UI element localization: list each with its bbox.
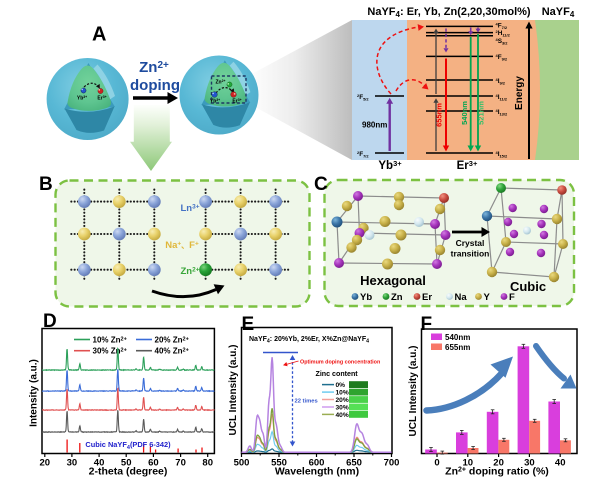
svg-text:E: E — [242, 314, 255, 335]
svg-text:Yb3+: Yb3+ — [77, 95, 87, 101]
svg-text:2F5/2: 2F5/2 — [357, 93, 369, 101]
svg-text:2-theta (degree): 2-theta (degree) — [89, 466, 168, 478]
svg-text:Zn: Zn — [391, 292, 403, 303]
svg-text:700: 700 — [384, 458, 400, 469]
svg-text:4I11/2: 4I11/2 — [496, 93, 508, 101]
svg-text:521nm: 521nm — [477, 101, 486, 125]
svg-text:Optimum doping concentration: Optimum doping concentration — [300, 360, 380, 366]
svg-text:4I15/2: 4I15/2 — [496, 150, 508, 158]
svg-text:50: 50 — [121, 458, 132, 469]
svg-text:10: 10 — [463, 458, 474, 469]
svg-text:Yb3+: Yb3+ — [210, 98, 220, 104]
svg-text:D: D — [43, 311, 57, 332]
svg-text:Intensity (a.u.): Intensity (a.u.) — [29, 359, 40, 427]
svg-text:60: 60 — [148, 458, 159, 469]
svg-text:40% Zn2+: 40% Zn2+ — [155, 347, 189, 356]
svg-text:30: 30 — [67, 458, 78, 469]
svg-text:2F7/2: 2F7/2 — [357, 150, 369, 158]
svg-text:20: 20 — [40, 458, 51, 469]
svg-text:20% Zn2+: 20% Zn2+ — [155, 336, 189, 345]
svg-text:NaYF4: Er, Yb, Zn(2,20,30mol%): NaYF4: Er, Yb, Zn(2,20,30mol%) — [367, 6, 531, 19]
svg-text:40: 40 — [94, 458, 105, 469]
svg-text:doping: doping — [130, 77, 180, 94]
svg-text:UCL Intensity (a.u.): UCL Intensity (a.u.) — [408, 346, 419, 437]
svg-text:Hexagonal: Hexagonal — [360, 273, 426, 288]
svg-text:70: 70 — [175, 458, 186, 469]
svg-text:10%: 10% — [336, 390, 349, 397]
svg-text:40%: 40% — [336, 412, 349, 419]
svg-text:30%: 30% — [336, 405, 349, 412]
svg-text:4F7/2: 4F7/2 — [496, 21, 508, 29]
svg-text:80: 80 — [202, 458, 213, 469]
svg-text:Y: Y — [484, 292, 491, 303]
svg-text:2H11/2: 2H11/2 — [496, 29, 511, 37]
svg-text:10% Zn2+: 10% Zn2+ — [93, 336, 127, 345]
svg-text:Na: Na — [455, 292, 468, 303]
svg-text:Cubic: Cubic — [510, 279, 546, 294]
svg-text:Er3+: Er3+ — [97, 95, 106, 101]
svg-text:655nm: 655nm — [445, 343, 470, 352]
svg-text:0%: 0% — [336, 382, 346, 389]
svg-text:Cubic NaYF4(PDF 6-342): Cubic NaYF4(PDF 6-342) — [85, 440, 171, 451]
svg-text:600: 600 — [309, 458, 325, 469]
svg-text:F: F — [509, 292, 515, 303]
svg-text:C: C — [314, 174, 328, 195]
svg-text:0: 0 — [434, 458, 439, 469]
svg-text:500: 500 — [234, 458, 250, 469]
svg-text:Zn2+: Zn2+ — [216, 79, 226, 85]
svg-text:20: 20 — [493, 458, 504, 469]
svg-text:Ln3+: Ln3+ — [180, 203, 199, 214]
svg-text:550: 550 — [271, 458, 287, 469]
svg-text:UCL Intensity (a.u.): UCL Intensity (a.u.) — [228, 345, 239, 436]
svg-text:540nm: 540nm — [445, 333, 470, 342]
svg-text:transition: transition — [451, 249, 490, 259]
svg-text:20%: 20% — [336, 397, 349, 404]
svg-text:B: B — [39, 174, 53, 195]
svg-text:30: 30 — [524, 458, 535, 469]
svg-text:F: F — [421, 314, 433, 335]
svg-text:540nm: 540nm — [460, 101, 469, 125]
svg-text:4F9/2: 4F9/2 — [496, 53, 508, 61]
svg-text:Er3+: Er3+ — [232, 98, 241, 104]
svg-text:NaYF4: NaYF4 — [542, 6, 575, 19]
svg-text:4S3/2: 4S3/2 — [496, 37, 509, 45]
svg-text:Yb: Yb — [360, 292, 372, 303]
svg-text:980nm: 980nm — [362, 121, 387, 130]
svg-text:Wavelength (nm): Wavelength (nm) — [275, 466, 359, 478]
svg-text:A: A — [92, 24, 106, 46]
svg-text:655nm: 655nm — [435, 103, 444, 127]
svg-text:22 times: 22 times — [295, 399, 318, 405]
svg-text:4I13/2: 4I13/2 — [496, 108, 508, 116]
svg-text:650: 650 — [346, 458, 362, 469]
svg-text:Energy: Energy — [514, 76, 525, 110]
svg-text:Zinc content: Zinc content — [316, 370, 359, 378]
svg-text:4I9/2: 4I9/2 — [496, 77, 506, 85]
svg-text:Zn2+ doping ratio (%): Zn2+ doping ratio (%) — [445, 466, 549, 478]
svg-text:Na+、F+: Na+、F+ — [165, 240, 199, 251]
svg-text:40: 40 — [555, 458, 566, 469]
svg-text:NaYF4: 20%Yb, 2%Er, X%Zn@NaYF4: NaYF4: 20%Yb, 2%Er, X%Zn@NaYF4 — [249, 336, 369, 345]
svg-text:Crystal: Crystal — [456, 238, 485, 248]
svg-text:30% Zn2+: 30% Zn2+ — [93, 347, 127, 356]
svg-text:Zn2+: Zn2+ — [180, 266, 199, 277]
svg-text:Er: Er — [422, 292, 432, 303]
